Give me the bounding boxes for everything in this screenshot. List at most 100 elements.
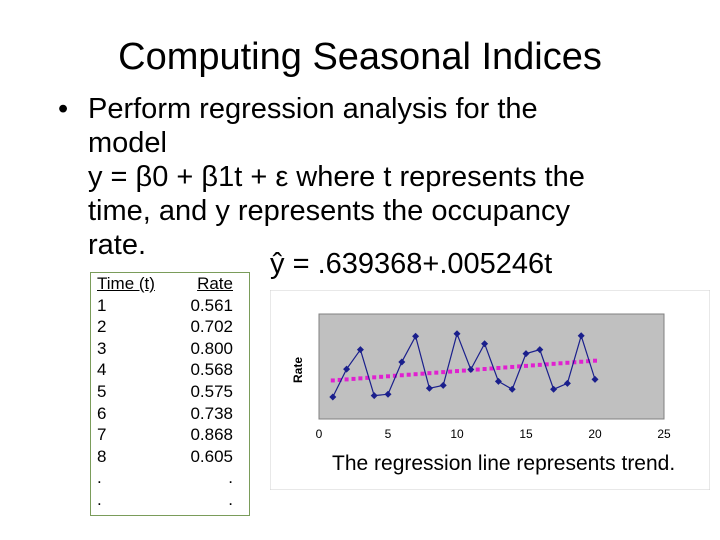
trend-marker: [372, 375, 377, 380]
x-tick-label: 5: [385, 427, 392, 441]
data-point: [508, 385, 516, 393]
x-axis-ticks: 0 5 10 15 20 25: [316, 427, 671, 441]
table-row: 5 0.575: [91, 381, 249, 403]
trend-marker: [441, 370, 446, 375]
table-cell-time: 2: [97, 317, 107, 337]
chart-svg: Rate 0 5 10 15 20 25: [269, 289, 711, 491]
table-cell-time: 1: [97, 295, 107, 315]
trend-marker: [344, 377, 349, 382]
table-row: 1 0.561: [91, 295, 249, 317]
trend-marker: [572, 360, 577, 365]
series-points: [329, 330, 599, 401]
data-point: [356, 346, 364, 354]
table-cell-rate: 0.800: [190, 338, 233, 358]
table-cell-time: .: [97, 489, 102, 509]
bullet-text: Perform regression analysis for the mode…: [88, 92, 698, 262]
trend-marker: [517, 364, 522, 369]
data-point: [591, 375, 599, 383]
trend-marker: [510, 364, 515, 369]
trend-marker: [558, 361, 563, 366]
equation-intercept: .639368: [317, 248, 423, 280]
table-cell-time: 5: [97, 381, 107, 401]
table-row: 4 0.568: [91, 359, 249, 381]
table-cell-rate: 0.868: [190, 425, 233, 445]
trend-marker: [489, 366, 494, 371]
bullet-line: Perform regression analysis for the: [88, 93, 538, 125]
trend-marker: [379, 374, 384, 379]
table-cell-rate: 0.605: [190, 446, 233, 466]
trend-marker: [351, 376, 356, 381]
trend-note: The regression line represents trend.: [332, 452, 676, 475]
data-point: [425, 384, 433, 392]
bullet-point: • Perform regression analysis for the mo…: [58, 92, 698, 262]
table-row: ..: [91, 489, 249, 511]
trend-chart: Rate 0 5 10 15 20 25: [269, 289, 711, 491]
trend-marker: [455, 369, 459, 374]
trend-marker: [392, 373, 397, 378]
trend-marker: [524, 363, 528, 368]
table-cell-rate: .: [228, 468, 233, 488]
trend-marker: [482, 367, 487, 372]
trend-marker: [565, 360, 570, 365]
x-tick-label: 25: [657, 427, 671, 441]
regression-equation: ŷ = .639368+.005246t: [270, 248, 552, 281]
trend-marker: [337, 377, 342, 382]
equation-equals: =: [292, 248, 310, 280]
equation-op: +: [422, 248, 440, 280]
trend-marker: [530, 363, 535, 368]
table-header-rate: Rate: [197, 274, 233, 293]
table-cell-rate: 0.561: [190, 295, 233, 315]
trend-marker: [386, 374, 390, 379]
table-cell-time: 6: [97, 403, 107, 423]
data-point: [536, 346, 544, 354]
table-cell-rate: .: [228, 489, 233, 509]
bullet-line: time, and y represents the occupancy: [88, 195, 570, 227]
table-cell-time: 3: [97, 338, 107, 358]
table-row: ..: [91, 467, 249, 489]
table-cell-time: 4: [97, 360, 107, 380]
data-point: [577, 332, 585, 340]
table-body: 1 0.561 2 0.702 3 0.800 4 0.568 5 0.575 6 0.738 7 0.8…: [91, 295, 249, 511]
x-tick-label: 20: [588, 427, 602, 441]
table-row: 8 0.605: [91, 446, 249, 468]
table-row: 2 0.702: [91, 316, 249, 338]
bullet-line: rate.: [88, 229, 147, 261]
table-header-time: Time (t): [97, 274, 155, 293]
x-tick-label: 0: [316, 427, 323, 441]
equation-slope: .005246: [439, 248, 545, 280]
trend-marker: [551, 361, 556, 366]
trend-marker: [475, 367, 480, 372]
table-cell-rate: 0.575: [190, 381, 233, 401]
y-axis-label: Rate: [291, 357, 305, 383]
table-cell-rate: 0.702: [190, 317, 233, 337]
table-row: 7 0.868: [91, 424, 249, 446]
trend-marker: [330, 378, 335, 383]
trend-marker: [448, 369, 453, 374]
equation-var: t: [544, 248, 553, 280]
data-point: [384, 390, 392, 398]
x-tick-label: 10: [450, 427, 464, 441]
table-row: 3 0.800: [91, 338, 249, 360]
table-cell-time: 8: [97, 446, 107, 466]
table-cell-time: .: [97, 468, 102, 488]
table-cell-rate: 0.738: [190, 403, 233, 423]
data-point: [398, 358, 406, 366]
trend-marker: [496, 365, 501, 370]
data-point: [481, 340, 489, 348]
x-tick-label: 15: [519, 427, 533, 441]
table-cell-time: 7: [97, 425, 107, 445]
trend-marker: [461, 368, 466, 373]
trend-marker: [358, 376, 363, 381]
data-point: [550, 385, 558, 393]
equation-yhat: ŷ: [270, 248, 285, 280]
data-point: [412, 332, 420, 340]
trend-marker: [434, 370, 439, 375]
trend-marker: [593, 358, 597, 363]
trend-marker: [413, 372, 418, 377]
bullet-line: model: [88, 127, 167, 159]
data-point: [467, 365, 475, 373]
trend-marker: [586, 359, 591, 364]
trend-marker: [365, 375, 370, 380]
trend-marker: [406, 372, 411, 377]
table-header-row: Time (t) Rate: [91, 273, 249, 295]
